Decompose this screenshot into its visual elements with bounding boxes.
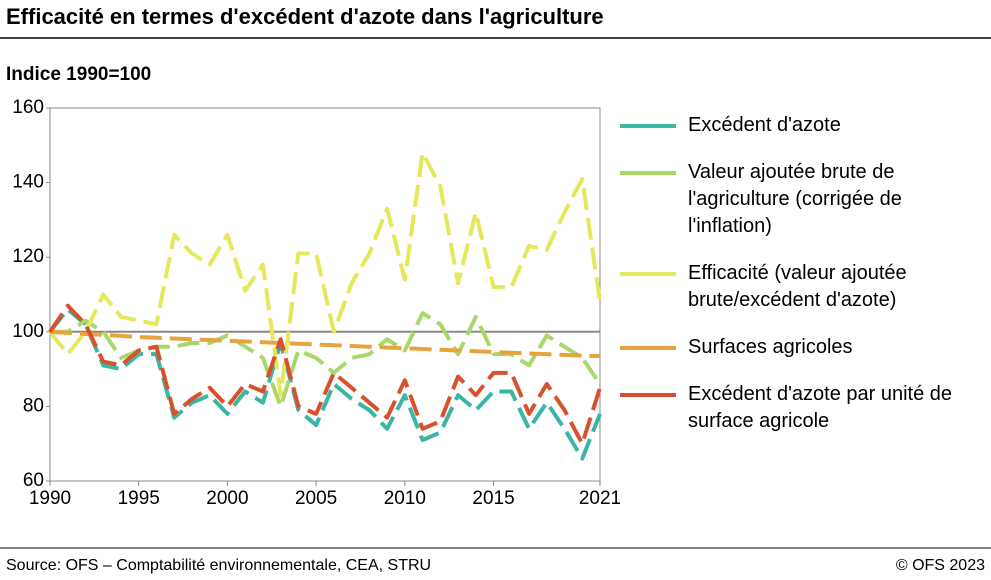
legend-swatch: [620, 393, 676, 397]
x-tick-label: 2021: [579, 488, 621, 509]
y-axis-label: Indice 1990=100: [6, 64, 151, 85]
legend-item: Excédent d'azote: [620, 112, 960, 139]
legend-swatch: [620, 272, 676, 276]
x-tick-label: 2005: [295, 488, 337, 509]
x-tick-label: 2010: [384, 488, 426, 509]
y-tick-label: 80: [23, 395, 44, 416]
x-tick-label: 2000: [206, 488, 248, 509]
legend-item: Excédent d'azote par unité de surface ag…: [620, 381, 960, 435]
legend: Excédent d'azote Valeur ajoutée brute de …: [620, 112, 960, 455]
y-tick-label: 60: [23, 470, 44, 491]
legend-label: Efficacité (valeur ajoutée brute/excéden…: [688, 262, 907, 311]
legend-swatch: [620, 171, 676, 175]
series-line: [48, 307, 602, 461]
x-tick-label: 2015: [472, 488, 514, 509]
legend-label: Surfaces agricoles: [688, 336, 853, 358]
legend-label: Excédent d'azote: [688, 114, 841, 136]
y-tick-label: 100: [12, 321, 44, 342]
series-line: [48, 303, 602, 446]
legend-swatch: [620, 346, 676, 350]
x-tick-label: 1995: [118, 488, 160, 509]
y-tick-label: 160: [12, 97, 44, 118]
source: Source: OFS – Comptabilité environnement…: [6, 557, 431, 574]
copyright: © OFS 2023: [896, 557, 985, 574]
y-tick-label: 120: [12, 246, 44, 267]
legend-swatch: [620, 124, 676, 128]
legend-label: Valeur ajoutée brute de l'agriculture (c…: [688, 161, 902, 237]
legend-item: Efficacité (valeur ajoutée brute/excéden…: [620, 260, 960, 314]
legend-item: Valeur ajoutée brute de l'agriculture (c…: [620, 159, 960, 240]
legend-item: Surfaces agricoles: [620, 334, 960, 361]
chart-title: Efficacité en termes d'excédent d'azote …: [6, 4, 604, 29]
x-tick-label: 1990: [29, 488, 71, 509]
y-tick-label: 140: [12, 172, 44, 193]
series-line: [49, 329, 601, 359]
series-line: [48, 150, 602, 398]
legend-label: Excédent d'azote par unité de surface ag…: [688, 383, 953, 432]
